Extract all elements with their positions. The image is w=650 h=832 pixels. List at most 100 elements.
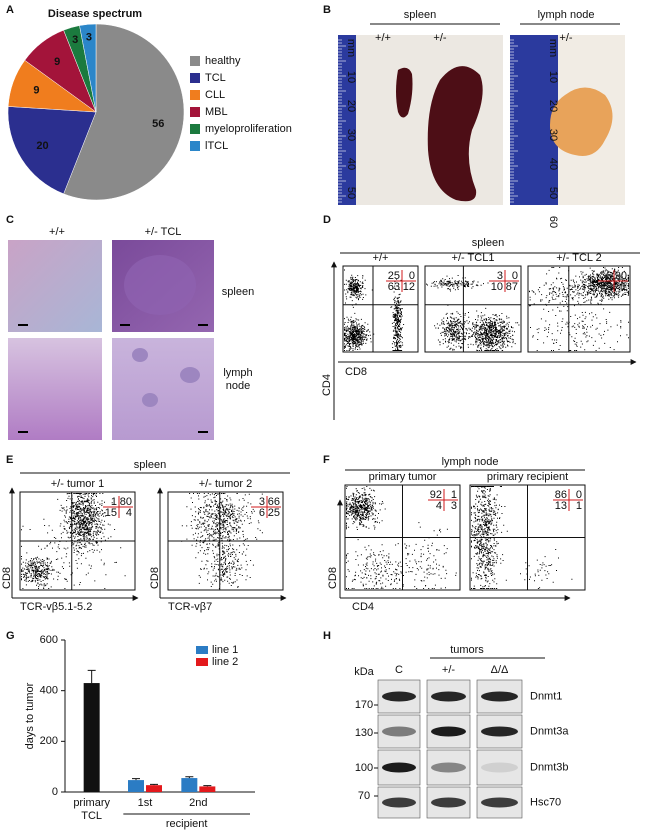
quadrant-value: 0 xyxy=(512,270,518,282)
ruler xyxy=(510,35,558,205)
ruler-label: 50 xyxy=(547,187,559,199)
panel-label: H xyxy=(323,630,331,642)
legend-swatch xyxy=(190,141,200,151)
legend-swatch xyxy=(190,90,200,100)
ruler-label: 30 xyxy=(547,129,559,141)
quadrant-value: 13 xyxy=(555,500,567,512)
x-tick-label: primary TCL xyxy=(73,797,110,822)
group-label: recipient xyxy=(165,818,208,830)
bar xyxy=(83,683,100,792)
event-dots xyxy=(21,493,126,589)
quadrant-value: 0 xyxy=(409,270,415,282)
error-bar xyxy=(132,778,140,781)
legend-swatch xyxy=(190,73,200,83)
event-dots xyxy=(426,275,520,351)
protein-label: Dnmt1 xyxy=(530,690,562,702)
plot-label: +/- tumor 1 xyxy=(51,478,105,490)
plot-label: +/- tumor 2 xyxy=(199,478,253,490)
axis-label: CD4 xyxy=(321,374,333,396)
ruler-label: mm xyxy=(345,39,357,57)
x-tick-label: 1st xyxy=(137,797,153,809)
ruler-label: 40 xyxy=(345,158,357,170)
quadrant-value: 6 xyxy=(259,507,265,519)
blot-band xyxy=(431,726,466,737)
bar xyxy=(199,786,216,792)
blot-band xyxy=(481,726,518,737)
blot-band xyxy=(431,797,466,808)
ruler-label: 20 xyxy=(345,100,357,112)
plot-label: primary recipient xyxy=(487,471,568,483)
histology-detail xyxy=(132,348,148,362)
y-tick-label: 600 xyxy=(40,634,58,646)
ruler-label: 60 xyxy=(547,216,559,228)
plot-label: +/+ xyxy=(373,252,389,264)
legend-label: myeloproliferation xyxy=(205,123,292,135)
error-bar xyxy=(150,783,158,786)
flow-plot-frame xyxy=(342,265,419,353)
blot-band xyxy=(431,691,466,702)
quadrant-value: 92 xyxy=(430,489,442,501)
y-tick-label: 200 xyxy=(40,735,58,747)
protein-label: Hsc70 xyxy=(530,796,561,808)
quadrant-value: 1 xyxy=(576,500,582,512)
marker-label: 130 xyxy=(355,727,373,739)
genotype-label: +/- xyxy=(559,32,572,44)
quadrant-value: 80 xyxy=(120,496,132,508)
spleen-wt xyxy=(396,67,413,118)
quadrant-value: 25 xyxy=(388,270,400,282)
histology-detail xyxy=(180,367,200,383)
data-label: 3 xyxy=(86,31,92,43)
lane-label: C xyxy=(395,664,403,676)
y-tick-label: 0 xyxy=(52,786,58,798)
blot-strip xyxy=(426,749,471,786)
quadrant-value: 3 xyxy=(451,500,457,512)
blot-band xyxy=(382,762,416,773)
quadrant-value: 87 xyxy=(506,281,518,293)
protein-label: Dnmt3a xyxy=(530,725,569,737)
legend-swatch xyxy=(190,107,200,117)
ruler-label: 20 xyxy=(547,100,559,112)
error-bar xyxy=(185,776,194,779)
section-title: lymph node xyxy=(538,9,595,21)
panel-label: F xyxy=(323,454,330,466)
quadrant-value: 66 xyxy=(268,496,280,508)
axis-label: CD8 xyxy=(327,567,339,589)
bar xyxy=(146,785,162,792)
marker-label: 170 xyxy=(355,699,373,711)
ruler-label: 10 xyxy=(547,71,559,83)
bar xyxy=(128,780,144,792)
section-title: spleen xyxy=(134,459,166,471)
panel-label: D xyxy=(323,214,331,226)
quadrant-value: 86 xyxy=(555,489,567,501)
lane-label: Δ/Δ xyxy=(491,664,509,676)
quadrant-value: 1 xyxy=(621,281,627,293)
row-label: spleen xyxy=(221,286,255,298)
error-bar xyxy=(87,669,96,684)
panel-label: C xyxy=(6,214,14,226)
quadrant-value: 3 xyxy=(606,281,612,293)
quadrant-value: 1 xyxy=(111,496,117,508)
pie-slice xyxy=(79,23,97,113)
quadrant-value: 90 xyxy=(615,270,627,282)
kda-label: kDa xyxy=(354,666,374,678)
row-label: lymph node xyxy=(223,367,253,392)
quadrant-value: 12 xyxy=(403,281,415,293)
ruler-label: 40 xyxy=(547,158,559,170)
x-tick-label: 2nd xyxy=(189,797,208,809)
legend-label: CLL xyxy=(205,89,225,101)
data-label: 20 xyxy=(36,140,48,152)
group-label: tumors xyxy=(450,644,484,656)
y-tick-label: 400 xyxy=(40,685,58,697)
ruler-label: mm xyxy=(547,39,559,57)
blot-band xyxy=(481,762,518,773)
blot-band xyxy=(382,691,416,702)
blot-band xyxy=(481,797,518,808)
flow-plot-frame xyxy=(424,265,522,353)
quadrant-value: 3 xyxy=(497,270,503,282)
quadrant-value: 3 xyxy=(259,496,265,508)
data-label: 9 xyxy=(33,84,39,96)
quadrant-value: 63 xyxy=(388,281,400,293)
pie-slice xyxy=(7,106,97,195)
histology xyxy=(8,338,102,440)
data-label: 9 xyxy=(54,56,60,68)
